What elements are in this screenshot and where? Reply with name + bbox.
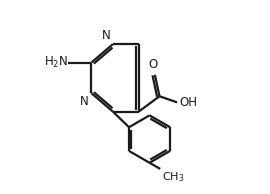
Text: H$_2$N: H$_2$N <box>44 55 69 70</box>
Text: O: O <box>149 58 158 71</box>
Text: CH$_3$: CH$_3$ <box>162 171 184 184</box>
Text: N: N <box>80 95 89 108</box>
Text: N: N <box>102 29 110 42</box>
Text: OH: OH <box>179 96 197 109</box>
